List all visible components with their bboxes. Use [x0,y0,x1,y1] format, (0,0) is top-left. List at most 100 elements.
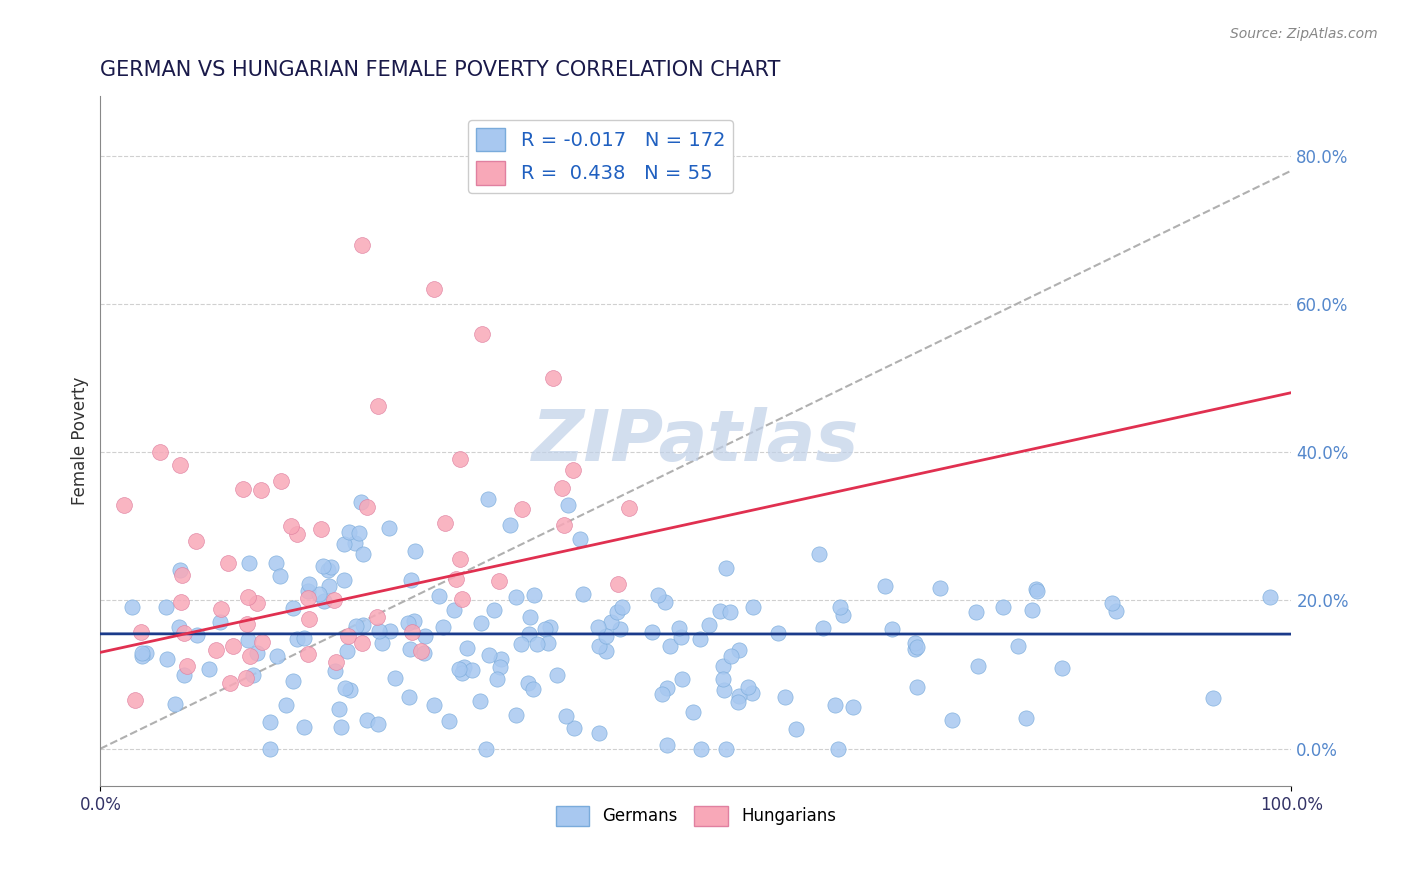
Point [298,612,321,626]
Point [343,536,366,550]
Point [269,569,291,583]
Point [347,526,370,541]
Point [236,590,259,604]
Point [217,556,239,570]
Point [337,524,360,539]
Point [905,640,928,654]
Point [318,563,340,577]
Point [671,631,693,645]
Point [184,534,207,549]
Point [470,694,492,708]
Point [186,628,208,642]
Point [378,521,401,535]
Point [176,658,198,673]
Point [526,638,548,652]
Point [352,237,374,252]
Point [586,620,609,634]
Point [432,620,454,634]
Point [651,687,673,701]
Point [333,681,356,695]
Point [711,659,734,673]
Point [1026,584,1049,599]
Point [222,639,245,653]
Point [716,741,738,756]
Point [292,631,315,645]
Point [297,647,319,661]
Point [737,680,759,694]
Point [236,632,259,647]
Point [404,543,426,558]
Point [904,642,927,657]
Point [266,649,288,664]
Point [339,683,361,698]
Point [571,586,593,600]
Point [519,609,541,624]
Text: GERMAN VS HUNGARIAN FEMALE POVERTY CORRELATION CHART: GERMAN VS HUNGARIAN FEMALE POVERTY CORRE… [100,60,780,79]
Point [285,632,308,646]
Point [609,622,631,636]
Point [173,625,195,640]
Point [350,495,373,509]
Point [308,587,330,601]
Point [827,741,849,756]
Point [533,622,555,636]
Point [242,668,264,682]
Point [398,642,420,657]
Point [841,699,863,714]
Point [169,563,191,577]
Legend: Germans, Hungarians: Germans, Hungarians [550,799,842,832]
Point [537,636,560,650]
Point [485,672,508,686]
Point [380,624,402,638]
Point [1258,591,1281,605]
Point [557,498,579,512]
Y-axis label: Female Poverty: Female Poverty [72,377,89,505]
Point [832,608,855,623]
Point [546,667,568,681]
Point [170,595,193,609]
Point [830,599,852,614]
Point [716,561,738,575]
Point [121,600,143,615]
Point [929,582,952,596]
Point [156,652,179,666]
Point [967,658,990,673]
Point [595,628,617,642]
Point [617,501,640,516]
Point [297,591,319,606]
Point [384,671,406,685]
Point [461,664,484,678]
Point [131,649,153,664]
Point [488,660,510,674]
Point [568,532,591,546]
Point [238,556,260,570]
Point [482,602,505,616]
Point [350,636,373,650]
Point [523,588,546,602]
Point [236,616,259,631]
Point [553,517,575,532]
Point [477,492,499,507]
Point [232,483,254,497]
Point [647,588,669,602]
Point [259,741,281,756]
Point [720,648,742,663]
Point [606,605,628,619]
Point [239,648,262,663]
Point [323,593,346,607]
Point [314,593,336,607]
Point [450,551,472,566]
Point [319,560,342,574]
Point [332,573,354,587]
Point [522,681,544,696]
Point [873,579,896,593]
Point [434,516,457,530]
Point [283,674,305,689]
Point [330,720,353,734]
Point [510,637,533,651]
Point [689,741,711,756]
Point [325,656,347,670]
Point [657,681,679,695]
Point [689,632,711,647]
Point [682,705,704,719]
